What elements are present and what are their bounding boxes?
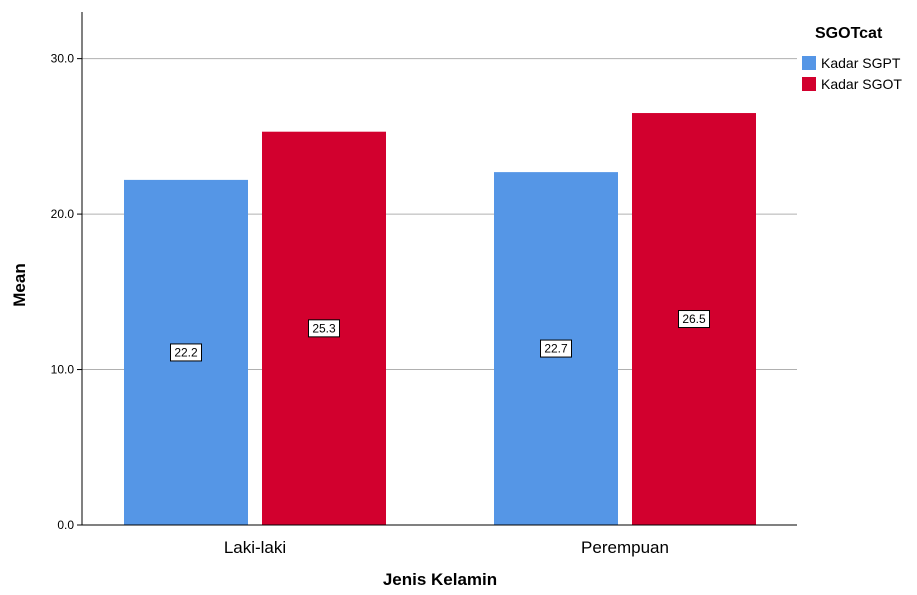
y-tick-label: 20.0 bbox=[51, 207, 75, 221]
data-label: 22.7 bbox=[540, 339, 572, 358]
data-label: 25.3 bbox=[308, 319, 340, 338]
x-category-labels: Laki-laki Perempuan bbox=[224, 538, 669, 557]
y-axis-title: Mean bbox=[10, 263, 29, 306]
legend-swatch bbox=[802, 56, 816, 70]
data-label-text: 22.7 bbox=[544, 342, 568, 356]
data-labels: 22.2 25.3 22.7 26.5 bbox=[170, 310, 710, 362]
axes bbox=[81, 12, 797, 526]
y-tick-label: 10.0 bbox=[51, 363, 75, 377]
data-label-box bbox=[308, 319, 340, 338]
legend: SGOTcat Kadar SGPT Kadar SGOT bbox=[802, 25, 902, 92]
data-label-box bbox=[678, 310, 710, 329]
data-label-box bbox=[540, 339, 572, 358]
data-label-text: 22.2 bbox=[174, 345, 198, 359]
data-label-text: 26.5 bbox=[682, 312, 706, 326]
y-tick-label: 0.0 bbox=[57, 518, 74, 532]
legend-swatch bbox=[802, 77, 816, 91]
y-tick-labels: 0.0 10.0 20.0 30.0 bbox=[51, 52, 82, 532]
x-category-label: Laki-laki bbox=[224, 538, 286, 557]
data-label-text: 25.3 bbox=[312, 321, 336, 335]
x-axis-title: Jenis Kelamin bbox=[383, 570, 497, 589]
legend-label: Kadar SGOT bbox=[821, 76, 902, 92]
data-label: 26.5 bbox=[678, 310, 710, 329]
x-category-label: Perempuan bbox=[581, 538, 669, 557]
legend-title: SGOTcat bbox=[815, 25, 883, 42]
data-label: 22.2 bbox=[170, 343, 202, 362]
y-tick-label: 30.0 bbox=[51, 52, 75, 66]
data-label-box bbox=[170, 343, 202, 362]
legend-label: Kadar SGPT bbox=[821, 55, 901, 71]
bars bbox=[124, 113, 756, 526]
